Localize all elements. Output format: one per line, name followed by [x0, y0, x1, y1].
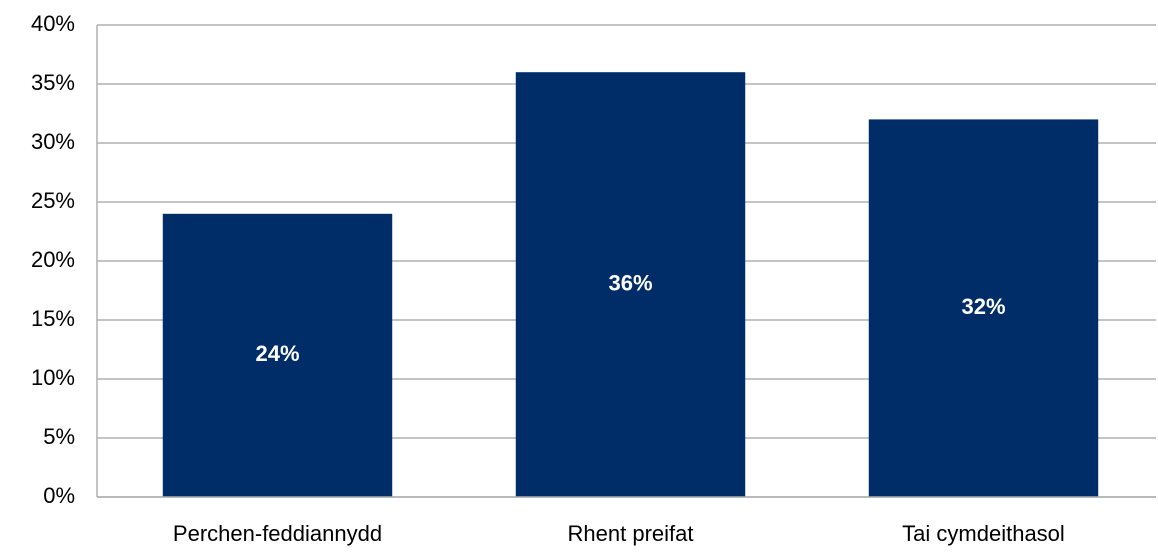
y-tick-label: 40% — [31, 11, 75, 36]
y-tick-label: 20% — [31, 247, 75, 272]
y-tick-label: 5% — [43, 424, 75, 449]
y-tick-label: 15% — [31, 306, 75, 331]
y-tick-label: 25% — [31, 188, 75, 213]
y-tick-label: 10% — [31, 365, 75, 390]
data-label: 32% — [961, 294, 1005, 319]
x-tick-label: Tai cymdeithasol — [902, 521, 1065, 546]
x-tick-label: Rhent preifat — [568, 521, 694, 546]
y-tick-label: 35% — [31, 70, 75, 95]
bar — [515, 72, 746, 497]
y-tick-label: 30% — [31, 129, 75, 154]
y-tick-label: 0% — [43, 483, 75, 508]
bar — [162, 213, 393, 498]
data-label: 36% — [608, 270, 652, 295]
x-tick-label: Perchen-feddiannydd — [173, 521, 382, 546]
data-label: 24% — [255, 341, 299, 366]
bar — [868, 119, 1099, 498]
